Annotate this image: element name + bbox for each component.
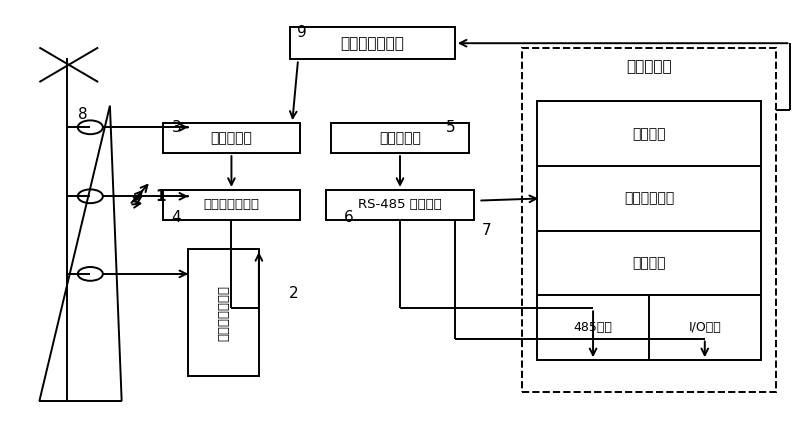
Text: RS-485 通信接口: RS-485 通信接口: [358, 198, 442, 211]
Text: 计算机系统: 计算机系统: [626, 59, 672, 74]
Text: 结冰预报模型: 结冰预报模型: [624, 191, 674, 205]
Text: 3: 3: [172, 120, 182, 135]
Text: 8: 8: [78, 107, 87, 122]
Text: 湿度传感器: 湿度传感器: [210, 131, 252, 145]
Text: 人机界面: 人机界面: [632, 127, 666, 141]
Bar: [188, 249, 259, 376]
Text: 5: 5: [446, 120, 456, 135]
Text: 9: 9: [297, 25, 307, 40]
Text: 485接口: 485接口: [574, 321, 613, 334]
Text: I/O板卡: I/O板卡: [689, 321, 721, 334]
Text: 数据融合: 数据融合: [632, 256, 666, 270]
Bar: [163, 190, 300, 220]
Text: 7: 7: [482, 223, 491, 238]
Text: 4: 4: [172, 210, 182, 225]
Text: 风速传感器: 风速传感器: [379, 131, 421, 145]
Bar: [326, 190, 474, 220]
Bar: [522, 48, 776, 392]
Text: 6: 6: [344, 210, 354, 225]
Bar: [290, 27, 455, 59]
Bar: [331, 123, 469, 153]
Text: 湿度信号调理板: 湿度信号调理板: [203, 198, 259, 211]
Text: 温度信号调理板: 温度信号调理板: [217, 285, 230, 341]
Text: 1: 1: [156, 189, 166, 204]
Text: 远程网络服务器: 远程网络服务器: [341, 36, 405, 51]
Bar: [163, 123, 300, 153]
Text: 2: 2: [290, 286, 299, 301]
Bar: [538, 101, 761, 360]
